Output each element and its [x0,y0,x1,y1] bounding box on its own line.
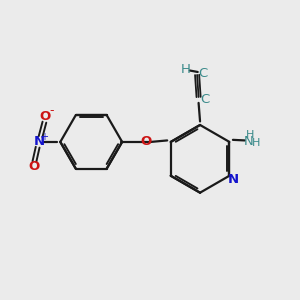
Text: N: N [244,135,254,148]
Text: H: H [246,130,254,140]
Text: O: O [140,135,151,148]
Text: H: H [252,138,261,148]
Text: C: C [200,93,210,106]
Text: -: - [49,104,54,118]
Text: C: C [198,67,208,80]
Text: N: N [34,135,45,148]
Text: O: O [39,110,51,123]
Text: N: N [227,173,239,186]
Text: O: O [28,160,39,173]
Text: H: H [181,63,191,76]
Text: +: + [40,132,48,142]
